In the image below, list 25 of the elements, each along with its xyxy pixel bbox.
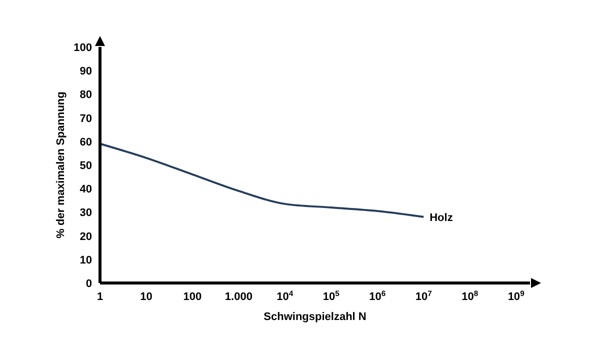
y-tick-label: 10	[80, 254, 92, 266]
y-tick-label: 90	[80, 66, 92, 78]
x-tick-label: 10$^{9}$	[508, 288, 524, 303]
x-tick-label: 1.000	[224, 291, 252, 303]
y-tick-label: 100	[74, 42, 92, 54]
x-tick-label: 10$^{7}$	[415, 288, 432, 303]
x-tick-label: 10$^{6}$	[369, 288, 386, 303]
series-label: Holz	[430, 212, 454, 224]
x-axis-title: Schwingspielzahl N	[264, 311, 366, 323]
x-tick-label: 1	[96, 291, 104, 303]
line-series	[99, 142, 425, 218]
y-tick-label: 0	[86, 278, 92, 290]
y-tick-label: 30	[80, 207, 92, 220]
y-tick-label: 50	[80, 160, 92, 172]
y-tick-label: 20	[80, 230, 92, 243]
x-tick-label: 10$^{8}$	[462, 288, 479, 303]
x-tick-label: 10	[140, 291, 152, 303]
x-tick-label: 10$^{4}$	[276, 288, 294, 303]
y-tick-label: 60	[80, 136, 92, 148]
y-axis-title: % der maximalen Spannung	[55, 92, 67, 238]
y-tick-label: 70	[80, 112, 92, 125]
x-tick-label: 10$^{5}$	[322, 288, 340, 303]
y-tick-label: 80	[80, 89, 92, 102]
y-tick-label: 40	[80, 184, 92, 196]
x-tick-label: 100	[183, 291, 202, 303]
